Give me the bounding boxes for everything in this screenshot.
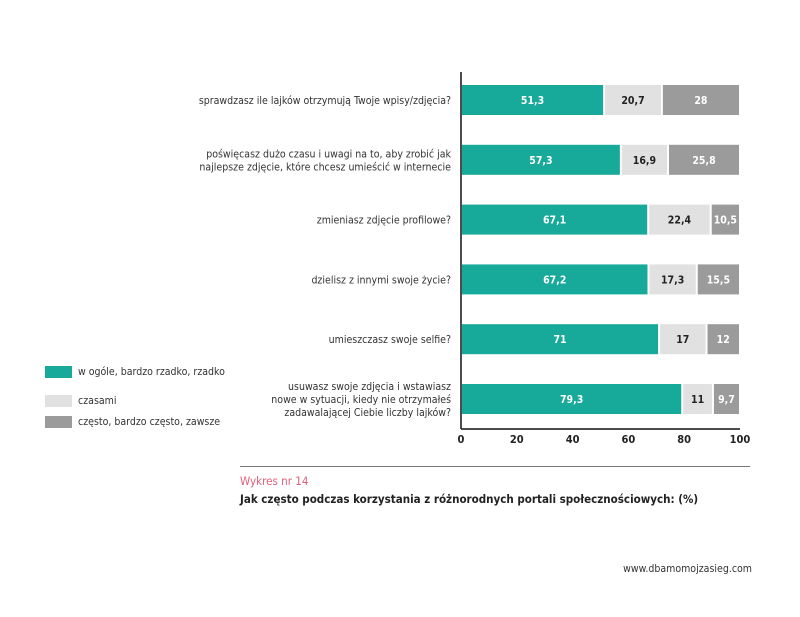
bar-segment <box>462 324 659 355</box>
bar-segment <box>605 85 661 115</box>
data-label: 20,7 <box>621 95 644 107</box>
data-label: 11 <box>691 394 704 406</box>
data-label: 10,5 <box>714 215 737 227</box>
bar-segment <box>462 85 604 115</box>
bar-segment <box>669 144 739 175</box>
legend-item-often: często, bardzo często, zawsze <box>45 416 220 428</box>
data-label: 12 <box>717 334 730 346</box>
x-tick-label: 20 <box>510 433 524 446</box>
category-label: zadawalającej Ciebie liczby lajków? <box>284 407 451 419</box>
data-label: 28 <box>694 95 707 107</box>
category-label: zmieniasz zdjęcie profilowe? <box>317 215 451 227</box>
category-label: usuwasz swoje zdjęcia i wstawiasz <box>288 381 451 393</box>
legend-item-sometimes: czasami <box>45 395 116 407</box>
category-label: dzielisz z innymi swoje życie? <box>311 274 451 286</box>
x-tick-label: 80 <box>677 433 691 446</box>
legend-label: w ogóle, bardzo rzadko, rzadko <box>78 366 225 378</box>
stacked-bar-chart: 51,3 20,7 28 sprawdzasz ile lajków otrzymuj… <box>199 72 751 446</box>
data-label: 9,7 <box>718 394 735 406</box>
legend-swatch <box>45 395 72 407</box>
data-label: 79,3 <box>560 394 583 406</box>
bar-segment <box>707 324 739 355</box>
category-label: sprawdzasz ile lajków otrzymują Twoje wp… <box>199 95 451 107</box>
bar-segment <box>649 264 696 295</box>
data-label: 67,2 <box>543 274 566 286</box>
bar-segment <box>662 85 739 115</box>
category-label: umieszczasz swoje selfie? <box>329 334 451 346</box>
bar-segment <box>462 144 620 175</box>
category-label: poświęcasz dużo czasu i uwagi na to, aby… <box>206 148 451 160</box>
caption-number: Wykres nr 14 <box>240 474 309 488</box>
data-label: 22,4 <box>668 215 692 227</box>
data-label: 25,8 <box>692 155 715 167</box>
legend-label: czasami <box>78 395 117 407</box>
legend-swatch <box>45 416 72 428</box>
data-label: 17 <box>676 334 689 346</box>
data-label: 51,3 <box>521 95 544 107</box>
category-label: najlepsze zdjęcie, które chcesz umieścić… <box>199 161 451 173</box>
legend-item-rarely: w ogóle, bardzo rzadko, rzadko <box>45 366 225 378</box>
data-label: 16,9 <box>633 155 656 167</box>
legend-swatch <box>45 366 72 378</box>
bar-segment <box>621 144 668 175</box>
footer-url: www.dbamomojzasieg.com <box>623 563 752 575</box>
bar-segment <box>683 384 712 414</box>
bar-segment <box>462 384 682 414</box>
data-label: 71 <box>553 334 566 346</box>
bar-segment <box>462 204 648 235</box>
bar-segment <box>660 324 706 355</box>
data-label: 57,3 <box>529 155 552 167</box>
divider <box>240 466 750 467</box>
x-tick-label: 60 <box>622 433 636 446</box>
category-label: nowe w sytuacji, kiedy nie otrzymałeś <box>271 394 451 406</box>
caption-title: Jak często podczas korzystania z różnoro… <box>240 492 699 506</box>
bar-segment <box>713 384 739 414</box>
data-label: 15,5 <box>707 274 730 286</box>
bar-segment <box>462 264 648 295</box>
data-label: 67,1 <box>543 215 566 227</box>
bar-segment <box>711 204 739 235</box>
bar-segment <box>697 264 739 295</box>
x-tick-label: 100 <box>730 433 751 446</box>
legend-label: często, bardzo często, zawsze <box>78 416 221 428</box>
x-tick-label: 0 <box>458 433 465 446</box>
bar-segment <box>649 204 710 235</box>
data-label: 17,3 <box>661 274 684 286</box>
x-tick-label: 40 <box>566 433 580 446</box>
